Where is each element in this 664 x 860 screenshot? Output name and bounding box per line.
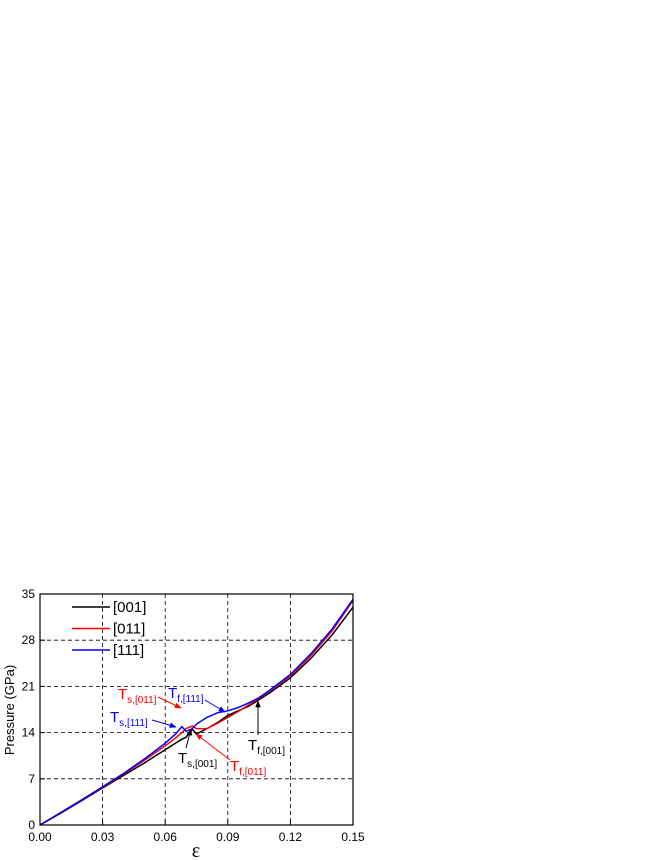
annotation-main: T [248, 737, 257, 754]
annotation-sub: f,[011] [239, 767, 266, 778]
annotation-main: T [230, 758, 239, 775]
legend-label: [111] [113, 642, 144, 659]
annotation-sub: f,[001] [257, 746, 285, 757]
annotation: Ts,[001] [178, 750, 217, 770]
series-line [39, 600, 354, 826]
annotation-arrow [151, 719, 177, 728]
y-axis-label: Pressure (GPa) [2, 665, 17, 755]
annotation-sub: f,[111] [177, 694, 204, 705]
annotation: Tf,[001] [248, 737, 285, 757]
y-tick-label: 0 [28, 818, 35, 832]
annotation-arrow [204, 699, 226, 713]
y-tick-label: 14 [22, 726, 36, 740]
x-axis-label: ε [192, 840, 200, 860]
annotation-arrow [157, 696, 182, 709]
annotation-arrow [195, 733, 231, 761]
annotation-sub: s,[001] [187, 759, 217, 770]
annotation-main: T [110, 709, 119, 726]
x-tick-label: 0.03 [91, 830, 115, 844]
annotation: Ts,[111] [110, 709, 148, 729]
legend-label: [001] [113, 599, 146, 616]
y-tick-label: 21 [22, 679, 36, 693]
annotation-arrow [185, 728, 193, 749]
annotation-sub: s,[111] [119, 718, 148, 729]
x-tick-label: 0.06 [154, 830, 178, 844]
series-line [39, 598, 354, 826]
x-tick-label: 0.00 [28, 830, 52, 844]
x-tick-label: 0.12 [279, 830, 303, 844]
x-tick-label: 0.09 [216, 830, 240, 844]
annotation: Ts,[011] [118, 686, 157, 706]
annotation-main: T [118, 686, 127, 703]
x-tick-label: 0.15 [341, 830, 365, 844]
y-tick-label: 35 [22, 587, 36, 601]
y-tick-label: 28 [22, 633, 36, 647]
annotation-main: T [168, 685, 177, 702]
annotation-sub: s,[011] [127, 695, 156, 706]
annotation-main: T [178, 750, 187, 767]
y-tick-label: 7 [28, 772, 35, 786]
annotation: Tf,[111] [168, 685, 204, 705]
annotation: Tf,[011] [230, 758, 266, 778]
plot-frame [39, 593, 354, 826]
legend-label: [011] [113, 621, 145, 638]
